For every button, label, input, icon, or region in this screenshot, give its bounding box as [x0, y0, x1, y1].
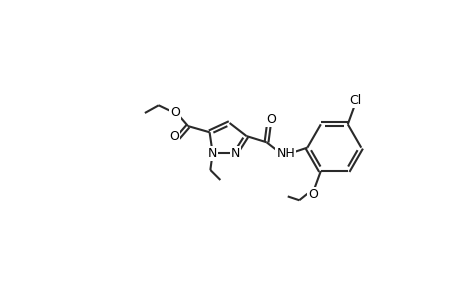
Text: Cl: Cl	[348, 94, 361, 107]
Text: O: O	[170, 106, 179, 119]
Text: N: N	[207, 146, 217, 160]
Text: O: O	[169, 130, 179, 142]
Text: O: O	[266, 113, 275, 126]
Text: NH: NH	[276, 146, 295, 160]
Text: N: N	[230, 146, 240, 160]
Text: O: O	[308, 188, 317, 201]
